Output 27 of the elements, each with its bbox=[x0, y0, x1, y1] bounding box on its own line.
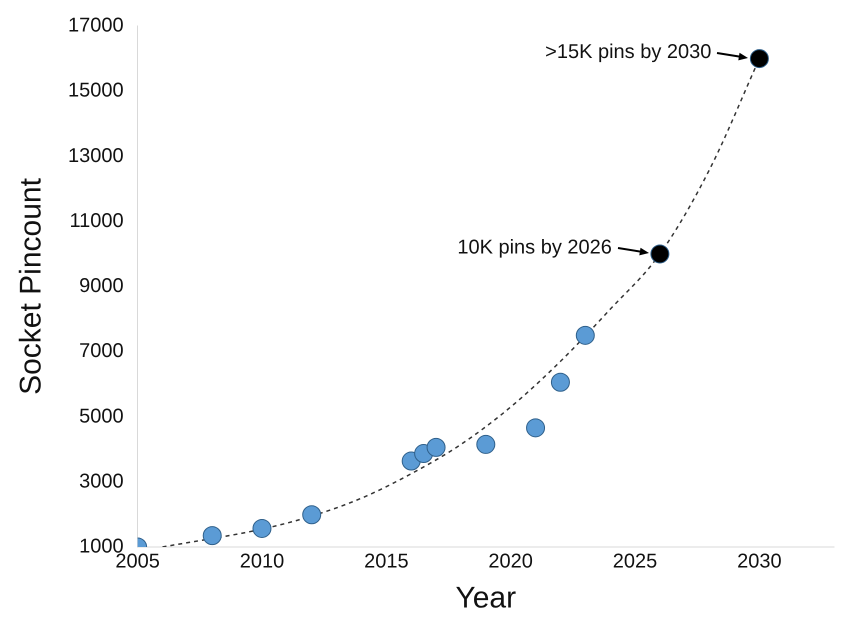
y-tick-label: 13000 bbox=[68, 144, 124, 167]
point bbox=[202, 526, 222, 546]
point bbox=[426, 438, 446, 457]
y-tick-label: 15000 bbox=[68, 80, 124, 102]
x-tick-label: 2010 bbox=[240, 550, 284, 573]
x-tick-label: 2015 bbox=[364, 550, 409, 573]
y-tick-label: 5000 bbox=[79, 405, 124, 428]
y-tick-label: 7000 bbox=[79, 340, 124, 362]
annotation: >15K pins by 2030 bbox=[545, 41, 712, 64]
point bbox=[526, 418, 546, 438]
x-tick-label: 2030 bbox=[737, 550, 782, 573]
point bbox=[750, 49, 769, 68]
x-axis-title: Year bbox=[455, 581, 516, 614]
annotation: 10K pins by 2026 bbox=[457, 236, 612, 258]
x-tick-label: 2025 bbox=[612, 550, 658, 573]
y-axis-title: Socket Pincount bbox=[14, 177, 48, 395]
point bbox=[302, 505, 322, 524]
y-tick-label: 11000 bbox=[69, 210, 124, 232]
y-tick-label: 9000 bbox=[79, 275, 124, 298]
y-tick-label: 3000 bbox=[79, 470, 124, 492]
point bbox=[550, 372, 570, 392]
x-tick-label: 2020 bbox=[488, 550, 533, 573]
point bbox=[576, 326, 595, 345]
point bbox=[252, 518, 272, 538]
point bbox=[476, 434, 496, 454]
point bbox=[650, 244, 670, 264]
y-tick-label: 17000 bbox=[68, 14, 124, 37]
